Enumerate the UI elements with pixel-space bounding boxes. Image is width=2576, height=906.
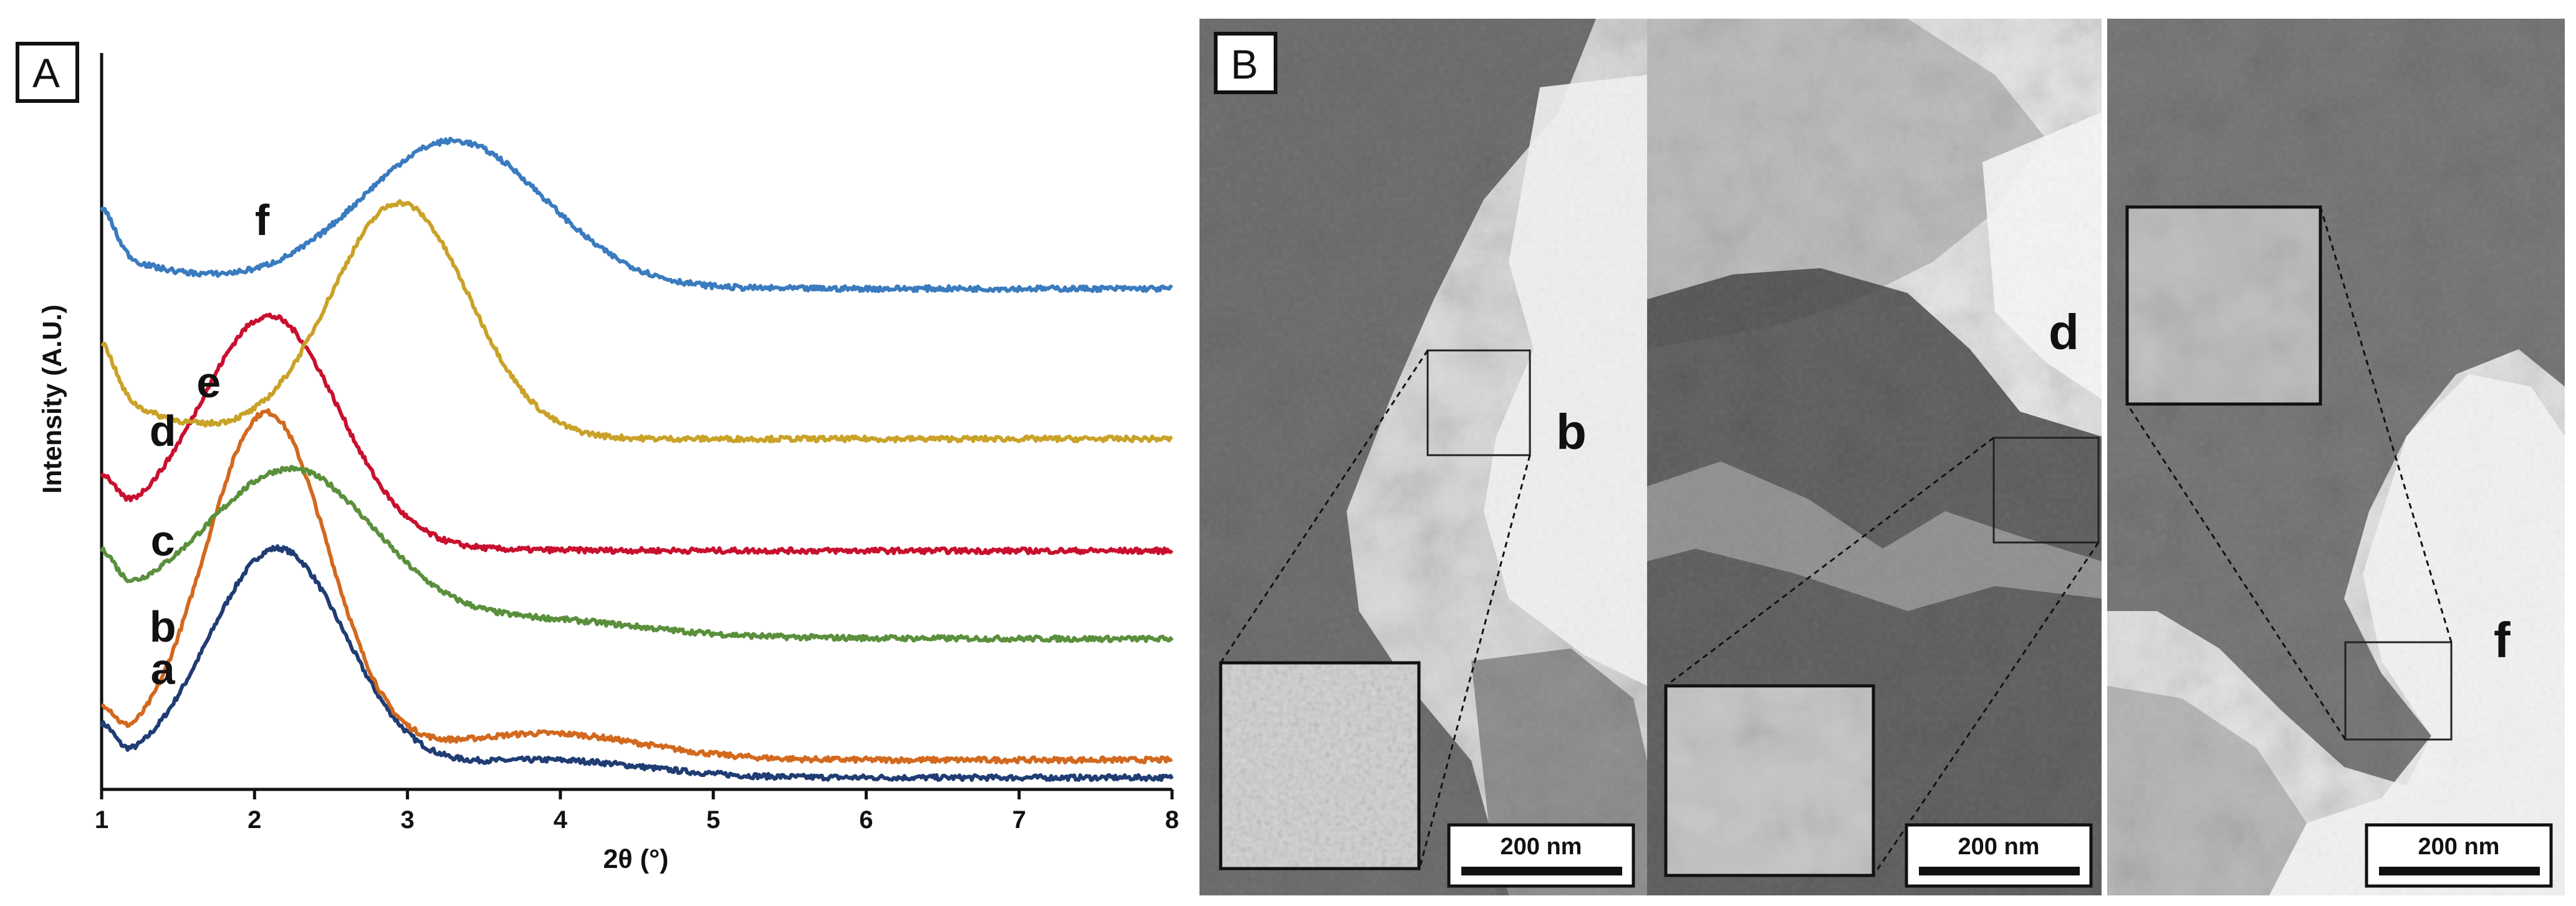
series-a-label: a	[151, 645, 176, 693]
tem-image-b-zoom-line-right	[1419, 455, 1531, 867]
series-e-label: e	[196, 358, 221, 407]
series-labels: abc de f	[150, 196, 270, 693]
x-tick-label: 5	[706, 806, 720, 834]
scale-box	[1447, 823, 1635, 888]
tem-image-d-label: d	[2049, 304, 2079, 360]
series-d-label: d	[150, 407, 176, 455]
series-f-line	[100, 137, 1173, 293]
xrd-chart: 1 2 3 4 5 6 7 8 abc de f 2θ (°) Intensity (A.U.)	[37, 53, 1179, 874]
tem-image-d-zoom-line-left	[1665, 436, 1994, 687]
panel-a: A 1 2 3 4 5 6 7 8 abc de f 2θ (°) Intensity (A.U.…	[16, 42, 1179, 874]
series-b-line	[100, 408, 1173, 764]
tem-image-d-scalebar: 200 nm	[1905, 823, 2093, 888]
scale-box	[1905, 823, 2093, 888]
scale-label: 200 nm	[1501, 834, 1582, 860]
series-a-line	[100, 544, 1174, 783]
tem-image-d-inset-texture	[1666, 686, 1873, 875]
scale-label: 200 nm	[2418, 834, 2500, 860]
tem-image-b-label: b	[1556, 404, 1587, 460]
tem-image-d: 200 nm	[1647, 19, 2102, 895]
panel-a-label-box	[16, 42, 79, 103]
x-tick-label: 2	[248, 806, 261, 834]
scale-bar	[1461, 867, 1622, 875]
scale-bar	[1919, 867, 2080, 875]
panel-b: 200 nm b 200 nm d	[1199, 19, 2565, 895]
scale-label: 200 nm	[1958, 834, 2040, 860]
tem-image-b-inset-texture	[1221, 663, 1419, 869]
tem-image-f-scalebar: 200 nm	[2365, 823, 2553, 888]
panel-b-label: B	[1231, 41, 1258, 87]
tem-image-f-zoom-region	[2344, 641, 2453, 741]
series-f-label: f	[255, 196, 270, 244]
panel-a-label: A	[32, 50, 60, 96]
tem-image-f: 200 nm	[2107, 19, 2565, 895]
tem-image-f-zoom-line-left	[2126, 403, 2347, 740]
tem-image-f-inset-texture	[2127, 207, 2320, 404]
tem-image-f-fine-texture	[2107, 19, 2565, 895]
x-axis-title: 2θ (°)	[603, 844, 669, 874]
tem-image-d-zoom-line-right	[1872, 542, 2100, 876]
panel-b-label-box	[1214, 32, 1277, 94]
y-axis-title: Intensity (A.U.)	[37, 304, 67, 493]
tem-image-b-zoom-region	[1426, 349, 1531, 456]
tem-image-d-zoom-region	[1992, 436, 2100, 544]
series-d-line	[100, 312, 1174, 556]
x-tick-label: 6	[859, 806, 873, 834]
series-b-label: b	[150, 602, 176, 651]
scale-bar	[2379, 867, 2540, 875]
x-ticks: 1 2 3 4 5 6 7 8	[95, 789, 1179, 834]
x-tick-label: 7	[1012, 806, 1026, 834]
scale-box	[2365, 823, 2553, 888]
series-c-line	[100, 465, 1174, 643]
tem-image-b-inset	[1219, 661, 1421, 870]
x-tick-label: 4	[554, 806, 568, 834]
x-tick-label: 3	[400, 806, 414, 834]
x-tick-label: 1	[95, 806, 108, 834]
tem-image-b-scalebar: 200 nm	[1447, 823, 1635, 888]
tem-image-f-inset	[2125, 205, 2322, 406]
tem-image-b-zoom-line-left	[1219, 350, 1429, 663]
tem-image-b: 200 nm	[1199, 19, 1647, 895]
series-e-line	[100, 199, 1173, 443]
x-tick-label: 8	[1165, 806, 1179, 834]
series-group	[100, 137, 1174, 783]
tem-image-d-inset	[1664, 684, 1875, 877]
series-c-label: c	[151, 516, 175, 565]
tem-image-f-label: f	[2494, 612, 2511, 668]
